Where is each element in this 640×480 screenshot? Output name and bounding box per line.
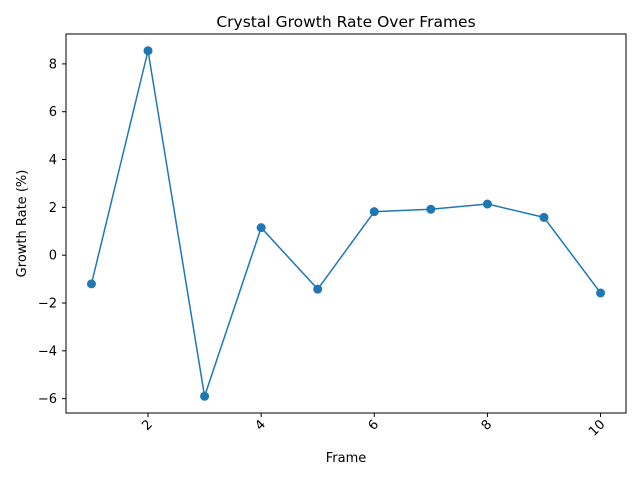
- y-tick-label: 2: [49, 201, 57, 216]
- data-series: [86, 46, 606, 401]
- data-point: [369, 207, 379, 217]
- y-tick-label: −2: [38, 297, 57, 312]
- y-tick-label: 8: [49, 57, 57, 72]
- y-axis-label: Growth Rate (%): [15, 170, 30, 278]
- x-tick-label: 8: [479, 417, 495, 433]
- data-point: [482, 199, 492, 209]
- x-tick-label: 6: [366, 417, 382, 433]
- axes: [65, 33, 627, 414]
- x-tick-label: 2: [139, 417, 155, 433]
- chart-title: Crystal Growth Rate Over Frames: [216, 13, 475, 31]
- data-point: [200, 391, 210, 401]
- series-line: [90, 49, 602, 398]
- y-tick-label: −4: [38, 344, 57, 359]
- data-point: [426, 204, 436, 214]
- data-point: [313, 284, 323, 294]
- plot-frame: [65, 33, 627, 414]
- data-point: [256, 223, 266, 233]
- data-point: [539, 212, 549, 222]
- data-point: [596, 288, 606, 298]
- x-tick-label: 10: [586, 417, 608, 439]
- data-point: [143, 46, 153, 56]
- y-axis-ticks: −6 −4 −2 0 2 4 6 8: [38, 57, 66, 407]
- x-axis-label: Frame: [326, 451, 367, 466]
- x-tick-label: 4: [253, 417, 269, 433]
- y-tick-label: 6: [49, 105, 57, 120]
- x-axis-ticks: 2 4 6 8 10: [139, 413, 608, 440]
- data-point: [86, 279, 96, 289]
- y-tick-label: 0: [49, 249, 57, 264]
- y-tick-label: −6: [38, 392, 57, 407]
- y-tick-label: 4: [49, 153, 57, 168]
